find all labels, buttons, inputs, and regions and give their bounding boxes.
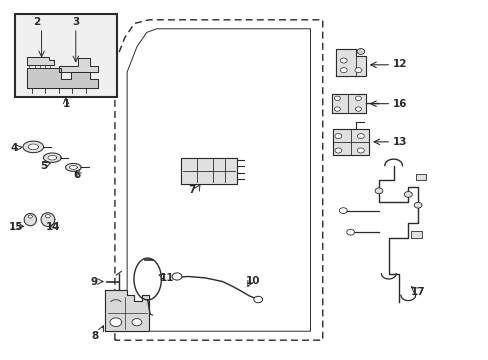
- Circle shape: [28, 215, 32, 218]
- Circle shape: [374, 188, 382, 194]
- Polygon shape: [59, 58, 98, 72]
- Text: 12: 12: [392, 59, 407, 69]
- Polygon shape: [24, 213, 36, 226]
- FancyBboxPatch shape: [15, 14, 117, 97]
- Circle shape: [172, 273, 182, 280]
- Circle shape: [355, 96, 361, 100]
- Text: 11: 11: [160, 273, 174, 283]
- Circle shape: [334, 107, 340, 111]
- Circle shape: [334, 96, 340, 100]
- Text: 14: 14: [45, 222, 60, 232]
- Polygon shape: [27, 57, 54, 65]
- Text: 1: 1: [62, 99, 69, 109]
- Text: 13: 13: [392, 137, 407, 147]
- Polygon shape: [65, 163, 81, 171]
- Circle shape: [340, 68, 346, 73]
- Polygon shape: [27, 68, 98, 88]
- Polygon shape: [69, 166, 77, 169]
- Polygon shape: [41, 213, 55, 226]
- Circle shape: [132, 319, 142, 326]
- Circle shape: [45, 215, 50, 218]
- Polygon shape: [23, 141, 43, 153]
- Text: 4: 4: [10, 143, 18, 153]
- Polygon shape: [43, 153, 61, 162]
- Circle shape: [334, 134, 341, 139]
- Circle shape: [357, 134, 364, 139]
- Circle shape: [413, 202, 421, 208]
- Text: 7: 7: [188, 185, 196, 195]
- Circle shape: [253, 296, 262, 303]
- Bar: [410, 231, 421, 238]
- Bar: [415, 174, 426, 180]
- Circle shape: [404, 192, 411, 197]
- Circle shape: [356, 49, 364, 54]
- Text: 3: 3: [72, 17, 79, 27]
- Circle shape: [357, 148, 364, 153]
- Polygon shape: [332, 129, 368, 155]
- Text: 17: 17: [410, 287, 425, 297]
- Polygon shape: [28, 144, 38, 150]
- Polygon shape: [48, 156, 57, 160]
- Text: 8: 8: [92, 330, 99, 341]
- Text: 15: 15: [9, 222, 23, 232]
- Text: 16: 16: [392, 99, 407, 109]
- Circle shape: [110, 318, 122, 327]
- Text: 10: 10: [245, 276, 260, 286]
- Polygon shape: [331, 94, 365, 113]
- Circle shape: [340, 58, 346, 63]
- Circle shape: [354, 68, 361, 73]
- Polygon shape: [181, 158, 237, 184]
- Text: 5: 5: [41, 161, 47, 171]
- Circle shape: [339, 208, 346, 213]
- Polygon shape: [105, 290, 149, 331]
- Polygon shape: [336, 49, 365, 76]
- Circle shape: [334, 148, 341, 153]
- Text: 9: 9: [91, 276, 98, 287]
- Text: 2: 2: [33, 17, 40, 27]
- Circle shape: [355, 107, 361, 111]
- Circle shape: [346, 229, 354, 235]
- Text: 6: 6: [74, 170, 81, 180]
